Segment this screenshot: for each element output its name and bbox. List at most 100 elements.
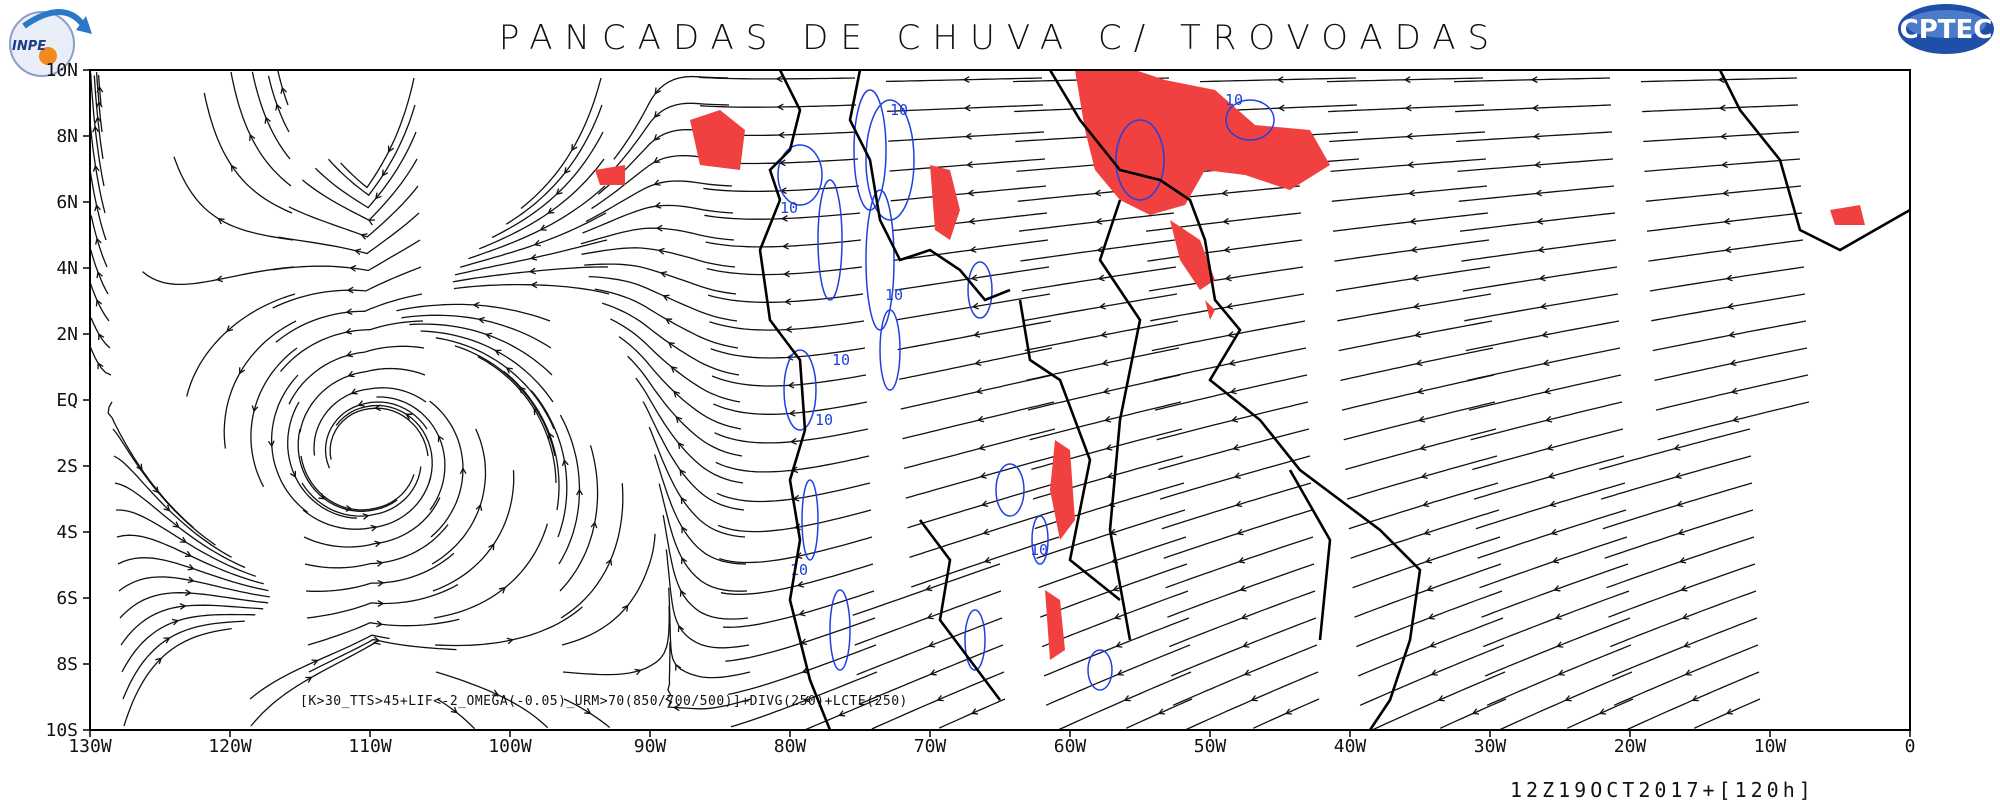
precip-area [1170,220,1215,290]
streamline-arrow [1113,613,1121,620]
lon-tick-label: 80W [774,736,807,757]
streamline-arrow [1557,669,1565,676]
streamline-arrow [92,164,100,172]
lat-tick-label: 8S [56,654,78,675]
streamline-arrow [1533,161,1541,169]
coastline [1288,469,1332,641]
streamline-arrow [801,667,809,674]
streamline-arrow [1409,217,1417,225]
divergence-contour [964,609,986,671]
streamline-arrow [788,409,796,417]
streamline-arrow [634,668,642,676]
streamline [477,356,557,484]
streamline-arrow [357,400,365,407]
streamline-arrow [346,286,354,294]
streamline-arrow [1224,274,1232,282]
streamline-arrow [777,131,785,139]
precip-area [1045,590,1065,660]
streamline-arrow [370,524,378,532]
coastline [1718,70,1910,252]
streamline [714,428,869,444]
streamline-arrow [1237,556,1246,564]
streamline-arrow [926,612,934,620]
streamline [505,104,603,225]
streamline-arrow [653,156,661,164]
streamlines-layer [90,70,1810,730]
streamline-arrow [475,503,483,512]
streamline-arrow [1243,669,1251,676]
streamline [267,75,290,133]
divergence-contour [777,144,823,206]
streamline-arrow [96,270,103,279]
streamline-arrow [97,361,104,370]
streamline-arrow [1728,331,1736,338]
streamline-arrow [92,125,99,133]
streamline-arrow [1106,472,1114,479]
streamline-arrow [1105,444,1113,451]
streamline-arrow [803,695,811,703]
coastline [1018,299,1121,602]
streamline [90,72,105,187]
streamline-arrow [584,707,592,715]
streamline-arrow [98,332,105,341]
streamline-arrow [1229,387,1237,395]
streamline-arrow [1240,613,1248,620]
divergence-contour [995,463,1025,517]
streamline-arrow [780,215,788,222]
streamline-arrow [215,275,224,283]
streamline-arrow [1408,189,1416,197]
streamline [709,320,865,331]
streamline-arrow [654,87,662,95]
streamline-arrow [1242,641,1250,648]
streamline-arrow [1415,359,1423,367]
streamline-arrow [1556,641,1564,648]
lon-tick-label: 30W [1474,736,1507,757]
streamline-arrow [280,86,287,94]
streamline-arrow [1546,444,1554,451]
streamline [272,239,421,272]
streamline [610,318,741,403]
streamline-arrow [94,115,102,124]
streamline-arrow [1223,246,1231,254]
streamline-arrow [972,330,981,338]
streamline-arrow [1112,585,1120,592]
streamline-arrow [1094,189,1102,197]
streamline-arrow [1406,161,1414,169]
streamline-arrow [373,636,381,644]
map-frame [89,69,1911,731]
lat-tick-label: 8N [56,126,78,147]
precip-area [1205,300,1215,320]
streamline-arrow [405,413,413,420]
streamline-arrow [970,708,979,715]
streamline-arrow [1284,708,1293,715]
streamline-arrow [539,224,547,231]
precip-area [595,165,625,185]
longitude-axis: 130W 120W 110W 100W 90W 80W 70W 60W 50W 40W 30W 20W… [68,730,1915,757]
streamline-arrow [679,589,687,597]
coastline [1048,70,1422,730]
streamline-arrow [979,472,987,479]
streamline-arrow [1221,189,1229,197]
streamline-arrow [798,609,806,617]
streamline-arrow [664,318,673,325]
lon-tick-label: 130W [68,736,112,757]
streamline-arrow [982,528,990,536]
streamline-arrow [657,247,665,255]
streamline-arrow [95,237,102,245]
streamline-arrow [94,203,101,212]
streamline [223,320,297,449]
streamline [468,185,606,260]
streamline-arrow [681,526,688,534]
streamline-arrow [187,576,195,584]
streamline-arrow [775,75,783,83]
streamline-arrow [621,604,629,612]
streamline-arrow [251,405,259,413]
inpe-logo-icon: INPE [9,9,92,77]
streamline-arrow [782,270,791,278]
streamline-arrow [677,624,685,633]
precip-area [1050,440,1075,540]
streamline [454,239,608,276]
streamline-arrow [1157,708,1166,715]
streamline-arrow [533,239,541,247]
